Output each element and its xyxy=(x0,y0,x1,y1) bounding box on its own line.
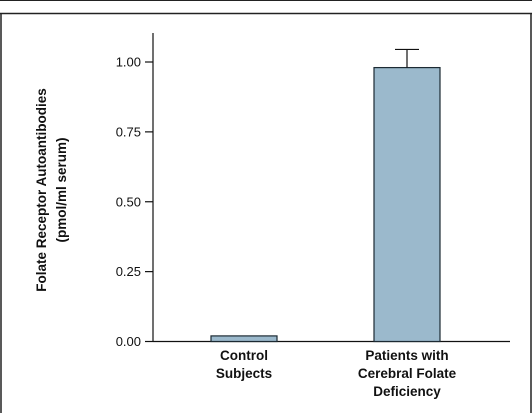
bar xyxy=(373,66,441,343)
x-tick-label: Control xyxy=(220,348,268,363)
x-tick-label: Patients with xyxy=(365,348,448,363)
y-tick-label: 1.00 xyxy=(116,55,141,70)
x-tick-label: Deficiency xyxy=(373,384,441,399)
y-tick-label: 0.25 xyxy=(116,264,141,279)
x-tick-labels: Control Subjects Patients with Cerebral Fol… xyxy=(216,348,457,399)
y-axis-title: Folate Receptor Autoantibodies (pmol/ml … xyxy=(34,88,69,292)
y-axis-title-line-2: (pmol/ml serum) xyxy=(54,137,69,242)
y-tick-label: 0.75 xyxy=(116,124,141,139)
y-ticks: 0.00 0.25 0.50 0.75 1.00 xyxy=(116,55,153,349)
y-axis-title-line-1: Folate Receptor Autoantibodies xyxy=(34,88,49,292)
x-tick-label: Cerebral Folate xyxy=(358,366,457,381)
y-tick-label: 0.00 xyxy=(116,334,141,349)
bars xyxy=(210,48,441,343)
y-tick-label: 0.50 xyxy=(116,194,141,209)
x-tick-label: Subjects xyxy=(216,366,272,381)
bar xyxy=(210,335,278,343)
